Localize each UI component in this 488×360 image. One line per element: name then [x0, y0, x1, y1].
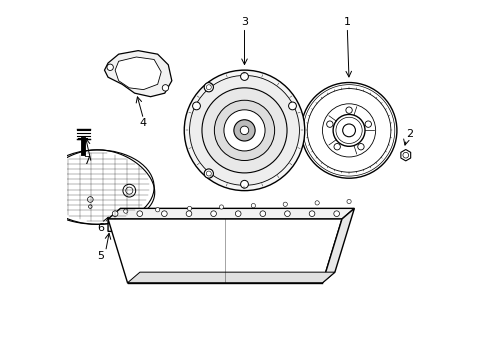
Circle shape — [192, 102, 200, 110]
Circle shape — [137, 211, 142, 216]
Circle shape — [210, 211, 216, 216]
Circle shape — [288, 102, 296, 110]
Polygon shape — [108, 221, 340, 231]
Circle shape — [326, 121, 332, 127]
Circle shape — [189, 76, 299, 185]
Circle shape — [251, 203, 255, 208]
Polygon shape — [322, 208, 354, 283]
Text: 7: 7 — [83, 156, 90, 166]
Circle shape — [260, 211, 265, 216]
Text: 4: 4 — [140, 118, 147, 128]
Circle shape — [235, 211, 241, 216]
Polygon shape — [127, 272, 334, 283]
Circle shape — [161, 211, 167, 216]
Circle shape — [308, 211, 314, 216]
Text: 6: 6 — [97, 223, 104, 233]
Circle shape — [345, 107, 351, 113]
Polygon shape — [108, 219, 341, 283]
Circle shape — [214, 100, 274, 161]
Circle shape — [365, 121, 371, 127]
Circle shape — [87, 197, 93, 202]
Text: 5: 5 — [97, 251, 104, 261]
Circle shape — [224, 110, 264, 151]
Circle shape — [346, 199, 350, 204]
Polygon shape — [40, 150, 154, 224]
Polygon shape — [115, 57, 161, 90]
Circle shape — [240, 73, 248, 80]
Circle shape — [123, 209, 128, 213]
Circle shape — [187, 206, 191, 211]
Text: 3: 3 — [241, 17, 247, 27]
Circle shape — [162, 85, 168, 91]
Circle shape — [314, 201, 319, 205]
Circle shape — [107, 64, 113, 71]
Text: 2: 2 — [405, 129, 412, 139]
Polygon shape — [400, 149, 410, 161]
Circle shape — [233, 120, 255, 141]
Circle shape — [240, 180, 248, 188]
Circle shape — [219, 205, 223, 209]
Circle shape — [186, 211, 191, 216]
Circle shape — [88, 205, 92, 208]
Circle shape — [204, 169, 213, 178]
Polygon shape — [108, 208, 354, 219]
Circle shape — [357, 144, 364, 150]
Circle shape — [333, 144, 340, 150]
Circle shape — [240, 126, 248, 135]
Circle shape — [122, 184, 135, 197]
Circle shape — [284, 211, 290, 216]
Text: 1: 1 — [343, 17, 350, 27]
Circle shape — [204, 82, 213, 92]
Circle shape — [155, 208, 160, 212]
Circle shape — [112, 211, 118, 216]
Circle shape — [184, 70, 304, 191]
Polygon shape — [104, 51, 171, 97]
Circle shape — [333, 211, 339, 216]
Circle shape — [283, 202, 287, 206]
Circle shape — [342, 124, 355, 137]
Circle shape — [202, 88, 286, 173]
